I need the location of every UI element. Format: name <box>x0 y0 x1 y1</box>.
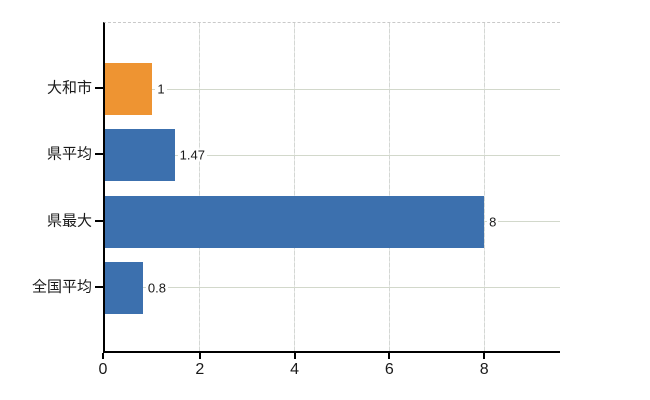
y-axis-tick <box>95 285 103 288</box>
h-gridline <box>105 154 560 156</box>
category-label: 県平均 <box>46 145 92 163</box>
x-tick-label: 6 <box>384 361 394 378</box>
x-axis-tick <box>198 353 201 359</box>
x-tick-label: 4 <box>290 361 300 378</box>
h-gridline <box>105 88 560 90</box>
bar-value-label: 0.8 <box>145 280 168 296</box>
x-axis-tick <box>388 353 391 359</box>
x-axis-tick <box>483 353 486 359</box>
y-axis-tick <box>95 87 103 90</box>
bar <box>105 63 153 116</box>
bar <box>105 129 175 182</box>
h-gridline <box>105 287 560 289</box>
category-label: 全国平均 <box>31 278 92 296</box>
v-gridline <box>199 23 201 351</box>
bar-value-label: 1 <box>155 81 167 97</box>
v-gridline <box>294 23 296 351</box>
plot-area: 1 1.47 8 0.8 <box>103 22 560 353</box>
v-gridline <box>388 23 390 351</box>
y-axis-tick <box>95 153 103 156</box>
category-label: 大和市 <box>46 79 92 97</box>
bar <box>105 195 485 248</box>
bar-value-label: 8 <box>487 214 499 230</box>
y-axis-tick <box>95 219 103 222</box>
bar <box>105 261 143 314</box>
x-tick-label: 8 <box>479 361 489 378</box>
x-tick-label: 0 <box>98 361 108 378</box>
v-gridline <box>483 23 485 351</box>
bar-value-label: 1.47 <box>177 147 207 163</box>
x-axis-tick <box>102 353 104 359</box>
category-label: 県最大 <box>46 212 92 230</box>
x-axis-tick <box>293 353 296 359</box>
x-tick-label: 2 <box>195 361 205 378</box>
